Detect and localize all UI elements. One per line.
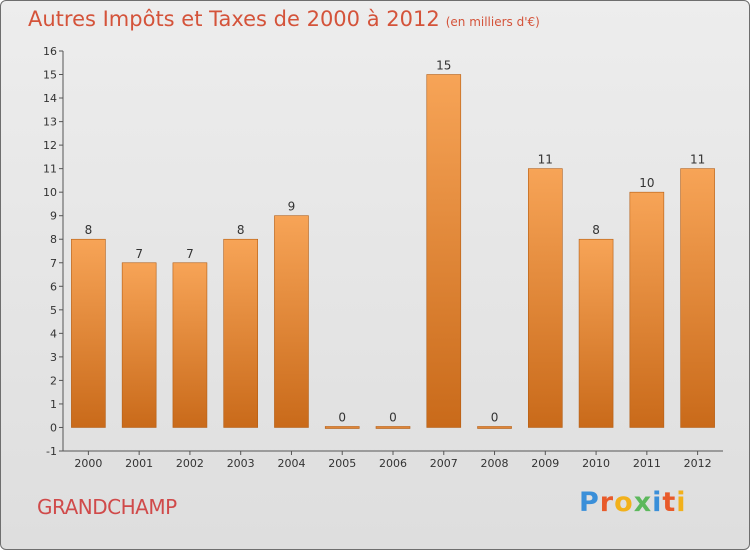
- y-tick-label: 11: [43, 163, 57, 176]
- bar-value-label: 11: [538, 153, 553, 167]
- bar-value-label: 10: [639, 176, 654, 190]
- x-tick-label: 2003: [227, 457, 255, 470]
- y-tick-label: 15: [43, 69, 57, 82]
- bar: [528, 168, 563, 428]
- x-tick-label: 2007: [430, 457, 458, 470]
- chart-title: Autres Impôts et Taxes de 2000 à 2012 (en…: [28, 7, 540, 31]
- bar-value-label: 7: [186, 247, 194, 261]
- bar-value-label: 8: [592, 223, 600, 237]
- bar: [274, 215, 309, 428]
- x-tick-label: 2004: [277, 457, 305, 470]
- bar-value-label: 8: [85, 223, 93, 237]
- y-tick-label: 14: [43, 92, 57, 105]
- x-tick-label: 2010: [582, 457, 610, 470]
- bar-value-label: 9: [288, 200, 296, 214]
- bar-value-label: 0: [389, 410, 397, 424]
- y-tick-label: 12: [43, 139, 57, 152]
- bar-value-label: 0: [338, 410, 346, 424]
- proxiti-logo: Proxiti: [579, 487, 687, 518]
- y-tick-label: 6: [50, 280, 57, 293]
- x-tick-label: 2001: [125, 457, 153, 470]
- y-tick-label: -1: [46, 445, 57, 458]
- x-tick-label: 2000: [74, 457, 102, 470]
- chart-title-text: Autres Impôts et Taxes de 2000 à 2012: [28, 7, 440, 31]
- y-tick-label: 7: [50, 257, 57, 270]
- bar-value-label: 7: [135, 247, 143, 261]
- bar: [629, 191, 665, 428]
- bar-value-label: 8: [237, 223, 245, 237]
- x-tick-label: 2012: [684, 457, 712, 470]
- bar: [71, 238, 106, 428]
- bar: [223, 238, 258, 428]
- y-tick-label: 13: [43, 116, 57, 129]
- y-tick-label: 9: [50, 210, 57, 223]
- y-tick-label: 0: [50, 421, 57, 434]
- y-tick-label: 4: [50, 327, 57, 340]
- y-tick-label: 2: [50, 374, 57, 387]
- x-tick-label: 2009: [531, 457, 559, 470]
- bar: [477, 426, 512, 429]
- y-tick-label: 10: [43, 186, 57, 199]
- y-tick-label: 1: [50, 398, 57, 411]
- bar: [426, 74, 462, 428]
- bar: [375, 426, 411, 429]
- bar-value-label: 11: [690, 153, 705, 167]
- bar: [121, 262, 157, 428]
- y-tick-label: 5: [50, 304, 57, 317]
- y-tick-label: 8: [50, 233, 57, 246]
- y-tick-label: 16: [43, 45, 57, 58]
- bar: [578, 238, 614, 428]
- y-tick-label: 3: [50, 351, 57, 364]
- x-tick-label: 2011: [633, 457, 661, 470]
- bar: [324, 426, 360, 429]
- x-tick-label: 2002: [176, 457, 204, 470]
- bar-value-label: 0: [491, 410, 499, 424]
- location-name: GRANDCHAMP: [37, 495, 177, 519]
- bar: [680, 168, 715, 428]
- bar-value-label: 15: [436, 59, 451, 73]
- x-tick-label: 2006: [379, 457, 407, 470]
- x-tick-label: 2008: [481, 457, 509, 470]
- bar: [172, 262, 208, 428]
- x-tick-label: 2005: [328, 457, 356, 470]
- chart-subtitle: (en milliers d'€): [445, 15, 540, 29]
